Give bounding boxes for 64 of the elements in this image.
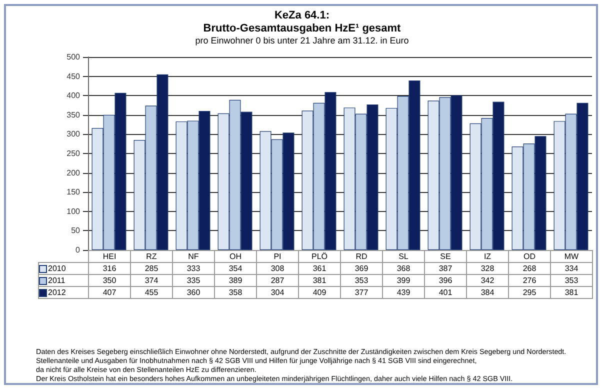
legend-label: 2011: [38, 274, 88, 286]
x-tick-label: RZ: [130, 250, 172, 262]
x-tick-label: PI: [256, 250, 298, 262]
data-label: 401: [424, 286, 466, 298]
x-tick-label: OD: [508, 250, 550, 262]
data-label: 276: [508, 274, 550, 286]
y-tick-label: 100: [66, 206, 81, 216]
data-label: 377: [340, 286, 382, 298]
data-label: 407: [88, 286, 130, 298]
data-label: 384: [466, 286, 508, 298]
legend-label: 2010: [38, 262, 88, 274]
data-label: 335: [172, 274, 214, 286]
y-tick-label: 300: [66, 130, 81, 139]
data-label: 304: [256, 286, 298, 298]
data-label: 409: [298, 286, 340, 298]
x-tick-label: RD: [340, 250, 382, 262]
data-label: 369: [340, 262, 382, 274]
y-tick-label: 400: [66, 91, 81, 100]
y-tick-label: 50: [71, 226, 81, 236]
x-tick-label: SE: [424, 250, 466, 262]
data-label: 381: [550, 286, 592, 298]
legend-label: 2012: [38, 286, 88, 298]
y-tick-label: 450: [66, 72, 81, 81]
chart-title: KeZa 64.1: Brutto-Gesamtausgaben HzE¹ gesamt: [203, 10, 402, 34]
y-tick-label: 150: [66, 188, 81, 197]
y-tick-label: 350: [66, 110, 81, 120]
x-tick-label: MW: [550, 250, 592, 262]
data-label: 342: [466, 274, 508, 286]
data-label: 389: [214, 274, 256, 286]
x-tick-label: OH: [214, 250, 256, 262]
data-label: 455: [130, 286, 172, 298]
data-label: 353: [340, 274, 382, 286]
data-label: 361: [298, 262, 340, 274]
data-label: 350: [88, 274, 130, 286]
data-label: 374: [130, 274, 172, 286]
y-tick-label: 250: [66, 149, 81, 158]
data-label: 368: [382, 262, 424, 274]
chart-subtitle: pro Einwohner 0 bis unter 21 Jahre am 31.12. in Euro: [195, 36, 409, 46]
x-tick-label: SL: [382, 250, 424, 262]
data-label: 354: [214, 262, 256, 274]
x-tick-label: NF: [172, 250, 214, 262]
data-label: 358: [214, 286, 256, 298]
y-tick-label: 200: [66, 168, 81, 178]
y-tick-label: 0: [76, 246, 81, 254]
data-label: 399: [382, 274, 424, 286]
data-label: 316: [88, 262, 130, 274]
data-label: 333: [172, 262, 214, 274]
data-label: 308: [256, 262, 298, 274]
y-tick-label: 500: [66, 52, 81, 62]
x-tick-label: PLÖ: [298, 250, 340, 262]
data-label: 387: [424, 262, 466, 274]
data-label: 439: [382, 286, 424, 298]
data-label: 287: [256, 274, 298, 286]
data-label: 268: [508, 262, 550, 274]
data-label: 328: [466, 262, 508, 274]
data-label: 381: [298, 274, 340, 286]
data-label: 353: [550, 274, 592, 286]
data-label: 360: [172, 286, 214, 298]
data-label: 396: [424, 274, 466, 286]
x-tick-label: HEI: [88, 250, 130, 262]
data-label: 295: [508, 286, 550, 298]
x-tick-label: IZ: [466, 250, 508, 262]
data-label: 334: [550, 262, 592, 274]
data-label: 285: [130, 262, 172, 274]
